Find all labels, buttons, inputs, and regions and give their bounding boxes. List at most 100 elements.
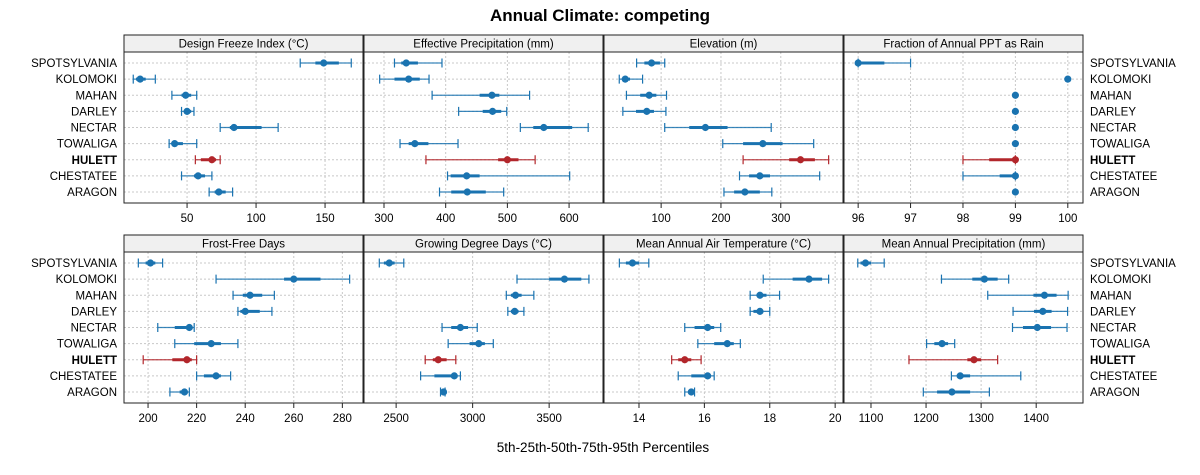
interval-spotsylvania: [299, 58, 352, 68]
median-point: [475, 340, 483, 348]
x-tick-label: 3500: [536, 413, 562, 425]
interval-mahan: [987, 290, 1069, 300]
panel-effective-precipitation-mm: Effective Precipitation (mm) 300 400 500 600: [363, 34, 604, 225]
x-tick-label: 50: [181, 213, 194, 225]
interval-spotsylvania: [137, 258, 164, 268]
x-tick-label: 300: [771, 213, 790, 225]
chart-title: Annual Climate: competing: [490, 6, 710, 25]
panel-frame: [603, 251, 844, 404]
median-point: [230, 123, 238, 132]
interval-kolomoki: [762, 274, 830, 284]
x-tick-label: 18: [763, 413, 776, 425]
site-label-aragon: ARAGON: [67, 187, 117, 199]
interval-kolomoki: [516, 274, 590, 284]
median-point: [385, 259, 393, 267]
interval-nectar: [441, 323, 478, 332]
interval-hulett: [962, 155, 1019, 165]
interval-mahan: [232, 290, 275, 300]
median-point: [701, 123, 710, 132]
site-label-darley: DARLEY: [71, 106, 117, 118]
interval-spotsylvania: [636, 58, 666, 68]
site-label-hulett: HULETT: [1090, 355, 1135, 367]
interval-aragon: [723, 187, 773, 197]
interval-mahan: [749, 290, 781, 300]
interval-aragon: [438, 187, 505, 197]
site-label-kolomoki: KOLOMOKI: [1090, 74, 1151, 86]
panel-fraction-of-annual-ppt-as-rain: Fraction of Annual PPT as Rain 96 97 98 99 10…: [843, 34, 1084, 225]
site-label-towaliga: TOWALIGA: [57, 339, 117, 351]
panel-design-freeze-index-c: Design Freeze Index (°C) 50 100 150: [123, 34, 364, 225]
interval-darley: [458, 106, 508, 116]
interval-hulett: [671, 355, 702, 365]
interval-chestatee: [180, 171, 213, 181]
interval-kolomoki: [1064, 75, 1072, 83]
median-point: [439, 388, 448, 396]
x-tick-label: 2500: [383, 413, 409, 425]
x-tick-label: 150: [315, 213, 334, 225]
panel-strip-title: Frost-Free Days: [202, 239, 285, 251]
median-point: [540, 123, 548, 132]
median-point: [194, 172, 202, 180]
panel-mean-annual-precipitation-mm: Mean Annual Precipitation (mm) 1100 1200 13…: [843, 234, 1084, 425]
median-point: [241, 307, 249, 315]
interval-kolomoki: [215, 274, 351, 284]
median-point: [402, 59, 410, 67]
x-tick-label: 100: [652, 213, 671, 225]
panel-strip-title: Mean Annual Precipitation (mm): [882, 239, 1046, 251]
median-point: [980, 275, 989, 283]
x-axis-label: 5th-25th-50th-75th-95th Percentiles: [497, 440, 710, 455]
median-point: [450, 372, 458, 380]
interval-aragon: [1011, 188, 1019, 196]
panel-strip-title: Effective Precipitation (mm): [413, 39, 554, 51]
median-point: [182, 91, 190, 99]
panel-elevation-m: Elevation (m) 100 200 300: [603, 34, 844, 225]
interval-nectar: [519, 123, 589, 132]
median-point: [741, 188, 749, 196]
median-point: [463, 188, 471, 196]
site-label-kolomoki: KOLOMOKI: [56, 274, 117, 286]
interval-nectar: [157, 323, 195, 332]
median-point: [488, 107, 497, 115]
median-point: [621, 75, 629, 83]
interval-spotsylvania: [618, 258, 650, 268]
interval-kolomoki: [940, 274, 1010, 284]
site-label-chestatee: CHESTATEE: [50, 171, 118, 183]
median-point: [1011, 188, 1019, 196]
panel-growing-degree-days-c: Growing Degree Days (°C) 2500 3000 3500: [363, 234, 604, 425]
median-point: [645, 91, 653, 99]
x-tick-label: 20: [829, 413, 842, 425]
x-tick-label: 16: [698, 413, 711, 425]
interval-kolomoki: [379, 74, 430, 84]
interval-darley: [622, 106, 667, 116]
interval-towaliga: [399, 139, 459, 149]
median-point: [756, 291, 764, 299]
median-point: [1011, 107, 1019, 115]
interval-chestatee: [738, 171, 821, 181]
panel-strip-title: Mean Annual Air Temperature (°C): [636, 239, 811, 251]
median-point: [212, 372, 220, 380]
x-tick-label: 100: [246, 213, 265, 225]
median-point: [320, 59, 328, 67]
x-tick-label: 260: [284, 413, 303, 425]
median-point: [208, 156, 216, 164]
x-tick-label: 200: [711, 213, 730, 225]
site-labels-left: SPOTSYLVANIA KOLOMOKI MAHAN DARLEY NECTAR TOW…: [31, 58, 117, 399]
interval-towaliga: [168, 139, 198, 149]
panel-strip-title: Design Freeze Index (°C): [179, 39, 309, 51]
interval-aragon: [208, 187, 234, 197]
median-point: [861, 259, 870, 267]
interval-nectar: [1011, 323, 1068, 332]
x-tick-label: 500: [498, 213, 517, 225]
interval-towaliga: [447, 339, 494, 349]
interval-darley: [749, 306, 771, 316]
interval-darley: [507, 306, 525, 316]
panel-frame: [363, 51, 604, 204]
site-labels-right: SPOTSYLVANIA KOLOMOKI MAHAN DARLEY NECTAR TOW…: [1090, 58, 1176, 399]
interval-nectar: [1011, 123, 1019, 132]
median-point: [938, 340, 946, 348]
interval-hulett: [742, 155, 830, 165]
interval-darley: [1012, 306, 1069, 316]
site-label-hulett: HULETT: [72, 155, 117, 167]
x-tick-label: 14: [633, 413, 646, 425]
